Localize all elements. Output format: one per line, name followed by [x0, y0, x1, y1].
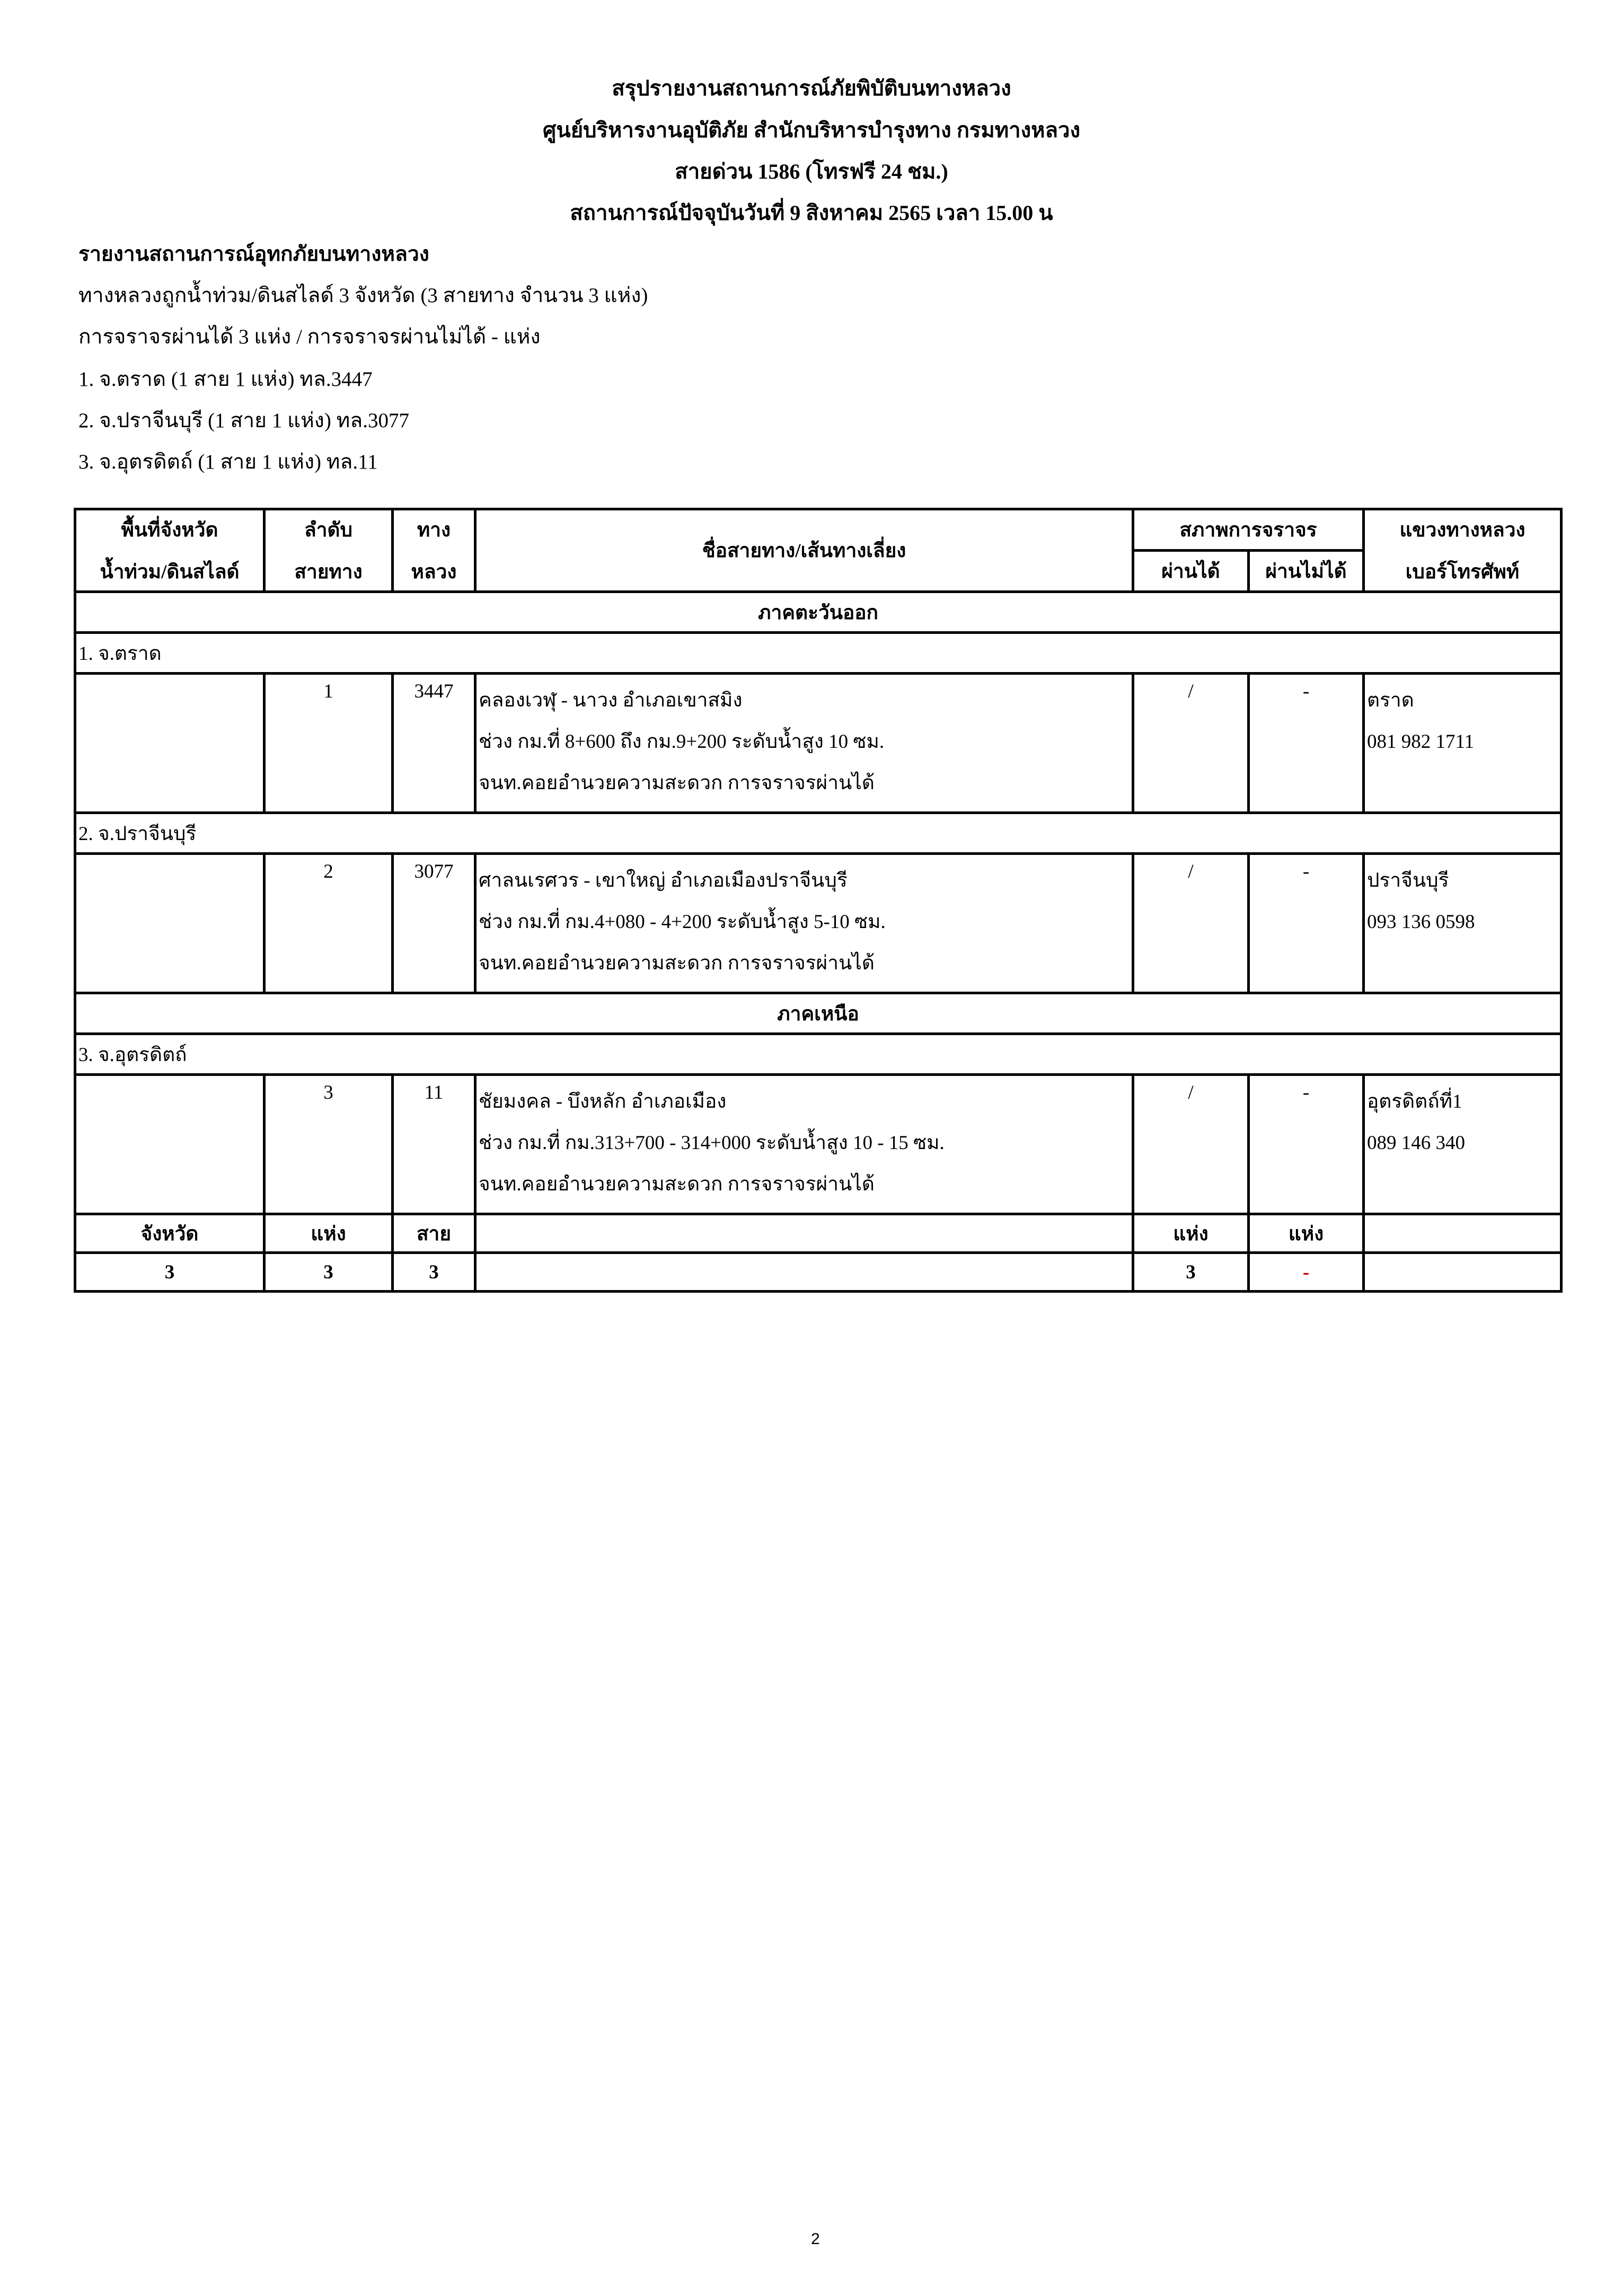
seq-cell: 2: [263, 852, 394, 994]
header-pass: ผ่านได้: [1132, 549, 1250, 593]
total-label: แห่ง: [1247, 1213, 1365, 1254]
header-area: พื้นที่จังหวัด น้ำท่วม/ดินสไลด์: [74, 508, 266, 593]
summary-line: ทางหลวงถูกน้ำท่วม/ดินสไลด์ 3 จังหวัด (3 …: [78, 284, 648, 307]
pass-cell: /: [1132, 672, 1250, 814]
page-number: 2: [811, 2230, 820, 2248]
route-cell: ศาลนเรศวร - เขาใหญ่ อำเภอเมืองปราจีนบุรี…: [474, 852, 1134, 994]
header-route: ชื่อสายทาง/เส้นทางเลี่ยง: [474, 508, 1134, 593]
nopass-cell: -: [1247, 1073, 1365, 1215]
province-row: 2. จ.ปราจีนบุรี: [73, 811, 1563, 855]
report-status-time: สถานการณ์ปัจจุบันวันที่ 9 สิงหาคม 2565 เ…: [570, 201, 1053, 225]
highway-cell: 11: [391, 1073, 477, 1215]
report-hotline: สายด่วน 1586 (โทรฟรี 24 ชม.): [675, 160, 948, 183]
seq-cell: 1: [263, 672, 394, 814]
table-row: 1 3447 คลองเวฬุ - นาวง อำเภอเขาสมิง ช่วง …: [74, 672, 1563, 814]
report-title: สรุปรายงานสถานการณ์ภัยพิบัติบนทางหลวง: [612, 76, 1011, 100]
office-cell: ปราจีนบุรี 093 136 0598: [1362, 852, 1563, 994]
total-value: 3: [74, 1251, 266, 1293]
highway-cell: 3447: [391, 672, 477, 814]
pass-cell: /: [1132, 852, 1250, 994]
highway-cell: 3077: [391, 852, 477, 994]
header-office: แขวงทางหลวง เบอร์โทรศัพท์: [1362, 508, 1563, 593]
summary-item: 3. จ.อุตรดิตถ์ (1 สาย 1 แห่ง) ทล.11: [78, 451, 378, 473]
pass-cell: /: [1132, 1073, 1250, 1215]
summary-item: 1. จ.ตราด (1 สาย 1 แห่ง) ทล.3447: [78, 368, 373, 391]
table-row: 3 11 ชัยมงคล - บึงหลัก อำเภอเมือง ช่วง กม…: [74, 1073, 1563, 1215]
header-nopass: ผ่านไม่ได้: [1247, 549, 1365, 593]
header-highway: ทาง หลวง: [391, 508, 477, 593]
summary-item: 2. จ.ปราจีนบุรี (1 สาย 1 แห่ง) ทล.3077: [78, 409, 409, 432]
total-label: สาย: [391, 1213, 477, 1254]
header-seq: ลำดับ สายทาง: [263, 508, 394, 593]
header-traffic: สภาพการจราจร: [1131, 508, 1365, 552]
total-label: แห่ง: [263, 1213, 394, 1254]
total-label: จังหวัด: [74, 1213, 266, 1254]
province-row: 1. จ.ตราด: [73, 631, 1563, 675]
totals-label-row: จังหวัด แห่ง สาย แห่ง แห่ง: [74, 1213, 1563, 1254]
summary-line: การจราจรผ่านได้ 3 แห่ง / การจราจรผ่านไม่…: [78, 325, 541, 348]
office-cell: อุตรดิตถ์ที่1 089 146 340: [1362, 1073, 1563, 1215]
total-value: 3: [1132, 1251, 1250, 1293]
summary-heading: รายงานสถานการณ์อุทกภัยบนทางหลวง: [78, 243, 429, 266]
seq-cell: 3: [263, 1073, 394, 1215]
nopass-cell: -: [1247, 852, 1365, 994]
route-cell: ชัยมงคล - บึงหลัก อำเภอเมือง ช่วง กม.ที่ …: [474, 1073, 1134, 1215]
office-cell: ตราด 081 982 1711: [1362, 672, 1563, 814]
flood-report-table: พื้นที่จังหวัด น้ำท่วม/ดินสไลด์ ลำดับ สายท…: [73, 508, 1563, 1293]
report-org: ศูนย์บริหารงานอุบัติภัย สำนักบริหารบำรุง…: [542, 118, 1081, 142]
totals-value-row: 3 3 3 3 -: [74, 1251, 1563, 1293]
table-row: 2 3077 ศาลนเรศวร - เขาใหญ่ อำเภอเมืองปรา…: [74, 852, 1563, 994]
total-value: -: [1247, 1251, 1365, 1293]
total-value: 3: [391, 1251, 477, 1293]
region-row: ภาคเหนือ: [73, 992, 1563, 1035]
route-cell: คลองเวฬุ - นาวง อำเภอเขาสมิง ช่วง กม.ที่ …: [474, 672, 1134, 814]
nopass-cell: -: [1247, 672, 1365, 814]
region-row: ภาคตะวันออก: [73, 590, 1563, 634]
total-label: แห่ง: [1132, 1213, 1250, 1254]
province-row: 3. จ.อุตรดิตถ์: [73, 1032, 1563, 1076]
total-value: 3: [263, 1251, 394, 1293]
